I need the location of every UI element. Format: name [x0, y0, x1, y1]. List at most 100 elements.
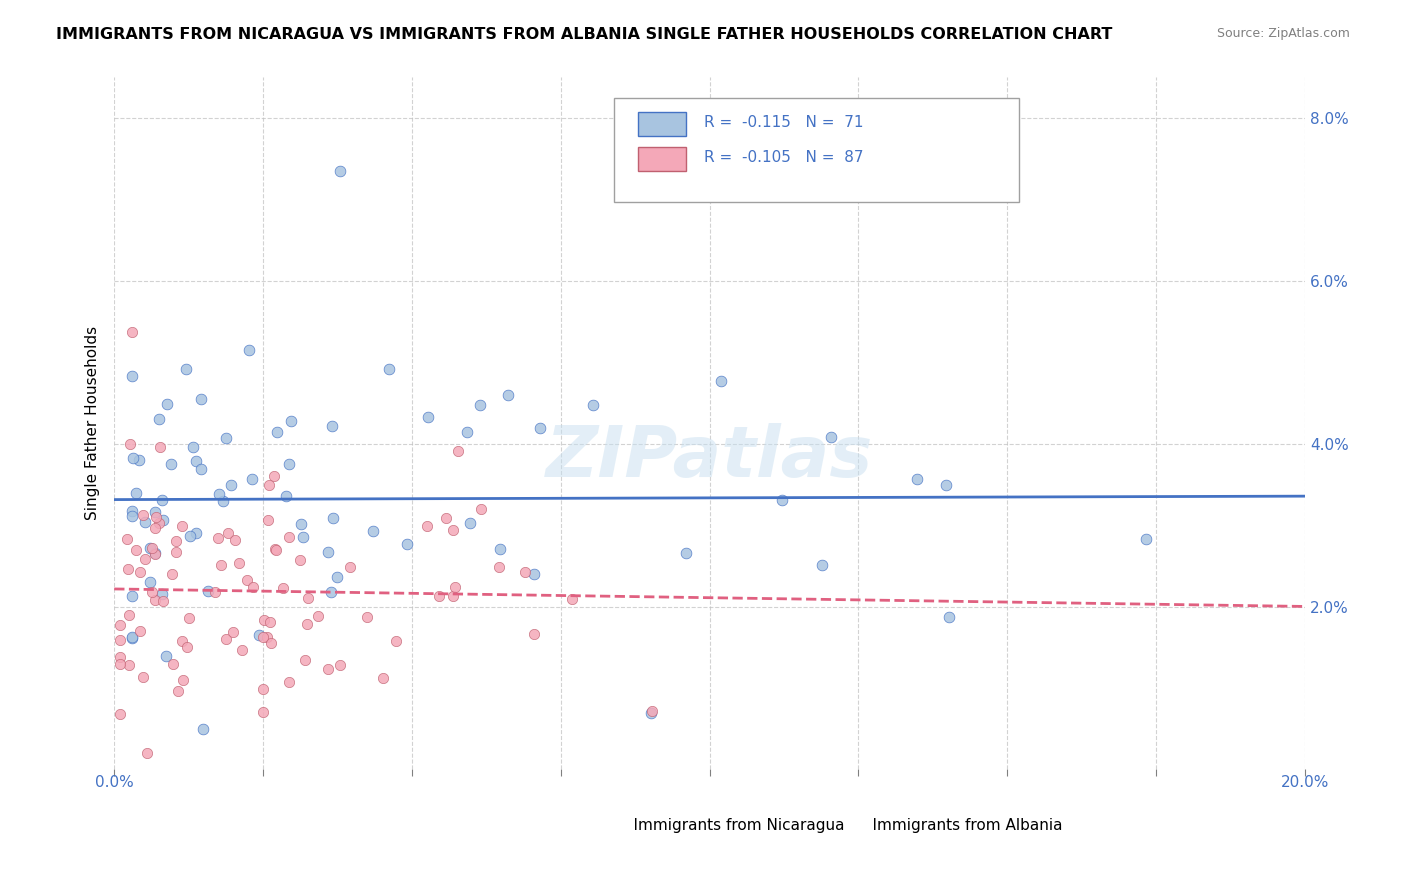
- Point: [641, 704, 664, 718]
- Point: [935, 477, 957, 491]
- Point: [938, 609, 960, 624]
- Point: [165, 534, 187, 549]
- Point: [263, 541, 285, 556]
- Point: [132, 508, 155, 523]
- Point: [675, 546, 697, 560]
- Point: [290, 516, 312, 531]
- Point: [308, 608, 330, 623]
- Point: [215, 431, 238, 445]
- Point: [488, 559, 510, 574]
- Point: [322, 510, 344, 524]
- Point: [108, 618, 131, 632]
- Point: [489, 542, 512, 557]
- Point: [125, 543, 148, 558]
- Point: [160, 567, 183, 582]
- Point: [252, 705, 274, 719]
- Point: [204, 584, 226, 599]
- Point: [121, 450, 143, 465]
- Point: [143, 521, 166, 535]
- Point: [181, 440, 204, 454]
- Point: [129, 624, 152, 639]
- Point: [160, 457, 183, 471]
- Point: [523, 567, 546, 582]
- Point: [121, 631, 143, 645]
- Point: [121, 504, 143, 518]
- FancyBboxPatch shape: [614, 98, 1019, 202]
- Point: [339, 559, 361, 574]
- Point: [582, 398, 605, 412]
- Point: [215, 632, 238, 646]
- Point: [162, 657, 184, 671]
- Point: [212, 494, 235, 508]
- Point: [316, 662, 339, 676]
- Point: [640, 706, 662, 720]
- Text: IMMIGRANTS FROM NICARAGUA VS IMMIGRANTS FROM ALBANIA SINGLE FATHER HOUSEHOLDS CO: IMMIGRANTS FROM NICARAGUA VS IMMIGRANTS …: [56, 27, 1112, 42]
- Point: [108, 657, 131, 671]
- Point: [121, 368, 143, 383]
- Point: [186, 525, 208, 540]
- Point: [441, 524, 464, 538]
- Point: [125, 485, 148, 500]
- Point: [145, 593, 167, 607]
- Point: [238, 343, 260, 358]
- Point: [396, 537, 419, 551]
- FancyBboxPatch shape: [602, 807, 633, 822]
- Point: [458, 516, 481, 530]
- Point: [446, 443, 468, 458]
- Point: [496, 388, 519, 402]
- Point: [441, 589, 464, 603]
- Point: [278, 458, 301, 472]
- Text: 20.0%: 20.0%: [1281, 775, 1329, 789]
- Point: [371, 672, 394, 686]
- Point: [143, 547, 166, 561]
- Point: [252, 630, 274, 644]
- Point: [259, 615, 281, 629]
- Point: [256, 631, 278, 645]
- Point: [247, 628, 270, 642]
- Point: [710, 374, 733, 388]
- Point: [295, 616, 318, 631]
- Point: [121, 326, 143, 340]
- Point: [297, 591, 319, 605]
- Point: [143, 546, 166, 560]
- Point: [328, 658, 350, 673]
- Point: [156, 397, 179, 411]
- Point: [121, 589, 143, 603]
- Point: [266, 425, 288, 439]
- Point: [141, 585, 163, 599]
- Point: [120, 436, 142, 450]
- Text: ZIPatlas: ZIPatlas: [546, 424, 873, 492]
- Point: [263, 469, 285, 483]
- Point: [118, 658, 141, 673]
- Point: [117, 562, 139, 576]
- Point: [321, 419, 343, 434]
- Point: [294, 653, 316, 667]
- Point: [820, 430, 842, 444]
- Point: [266, 543, 288, 558]
- Point: [257, 477, 280, 491]
- Y-axis label: Single Father Households: Single Father Households: [86, 326, 100, 520]
- Point: [356, 610, 378, 624]
- Point: [149, 440, 172, 454]
- Point: [415, 518, 437, 533]
- Point: [129, 565, 152, 579]
- Text: Immigrants from Albania: Immigrants from Albania: [852, 818, 1062, 833]
- Point: [209, 558, 232, 572]
- FancyBboxPatch shape: [638, 112, 686, 136]
- Point: [276, 489, 298, 503]
- Point: [176, 640, 198, 655]
- Point: [132, 670, 155, 684]
- Point: [150, 586, 173, 600]
- Point: [271, 581, 294, 595]
- Point: [221, 625, 243, 640]
- Point: [172, 519, 194, 533]
- Point: [121, 630, 143, 644]
- Point: [190, 462, 212, 476]
- Point: [561, 592, 583, 607]
- Point: [329, 164, 352, 178]
- Point: [361, 524, 384, 538]
- Point: [257, 513, 280, 527]
- Text: Immigrants from Nicaragua: Immigrants from Nicaragua: [614, 818, 845, 833]
- Point: [456, 425, 478, 439]
- Point: [139, 541, 162, 555]
